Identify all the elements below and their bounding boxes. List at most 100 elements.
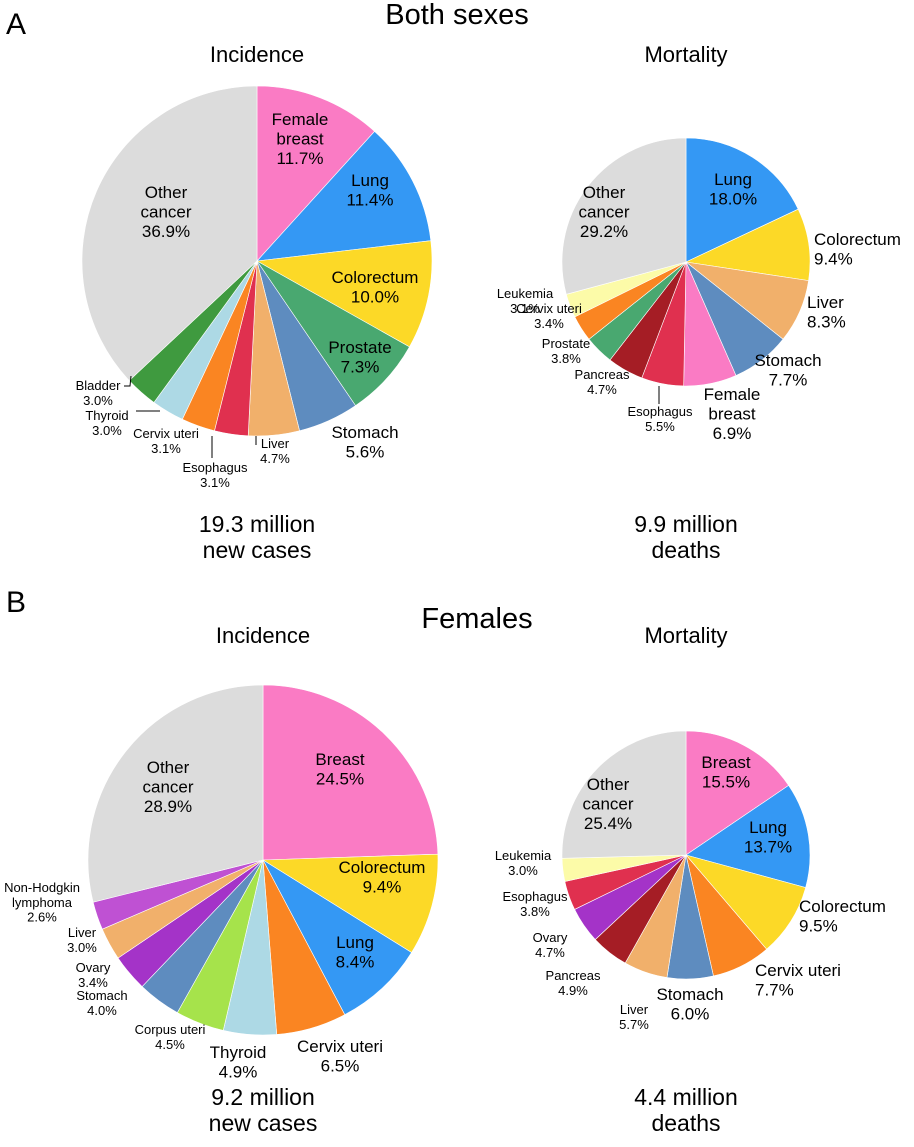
chart1-title: Mortality	[644, 42, 727, 67]
slice-percent: 2.6%	[27, 910, 57, 925]
slice-percent: 4.7%	[260, 451, 290, 466]
slice-percent: 8.3%	[807, 312, 846, 331]
slice-percent: 6.9%	[713, 424, 752, 443]
slice-name: Cervix uteri	[297, 1037, 383, 1056]
slice-name: cancer	[140, 202, 191, 221]
slice-name: Pancreas	[546, 968, 601, 983]
slice-name: Thyroid	[85, 408, 128, 423]
total-line-2: new cases	[203, 537, 312, 563]
chart3-title: Mortality	[644, 623, 727, 648]
slice-percent: 25.4%	[584, 814, 632, 833]
slice-name: Cervix uteri	[133, 426, 199, 441]
slice-name: Colorectum	[339, 858, 426, 877]
slice-percent: 9.4%	[363, 877, 402, 896]
slice-percent: 13.7%	[744, 837, 792, 856]
slice-name: Other	[587, 775, 630, 794]
chart1-slice-lung	[685, 137, 799, 263]
slice-name: Lung	[336, 933, 374, 952]
slice-name: Lung	[749, 818, 787, 837]
slice-percent: 11.4%	[347, 190, 394, 209]
slice-percent: 3.4%	[78, 975, 108, 990]
panel-letter-a: A	[6, 8, 26, 41]
slice-percent: 3.4%	[534, 316, 564, 331]
chart0-slice-other-cancer	[81, 85, 258, 382]
slice-percent: 28.9%	[144, 797, 192, 816]
slice-name: Stomach	[76, 988, 127, 1003]
slice-percent: 4.5%	[155, 1037, 185, 1052]
slice-name: Female	[272, 110, 329, 129]
slice-percent: 11.7%	[277, 149, 324, 168]
chart0-slice-lung	[256, 130, 432, 262]
slice-percent: 3.0%	[67, 940, 97, 955]
total-line-2: deaths	[651, 537, 720, 563]
slice-name: Breast	[701, 753, 750, 772]
slice-percent: 4.9%	[219, 1062, 258, 1081]
slice-name: Prostate	[328, 338, 391, 357]
total-line-1: 4.4 million	[634, 1084, 738, 1110]
chart2-slice-breast	[262, 684, 439, 861]
slice-name: Cervix uteri	[516, 301, 582, 316]
slice-name: Colorectum	[332, 268, 419, 287]
slice-name: Leukemia	[495, 848, 552, 863]
total-line-2: deaths	[651, 1110, 720, 1136]
slice-percent: 6.5%	[321, 1056, 360, 1075]
slice-name: Lung	[714, 170, 752, 189]
slice-percent: 3.0%	[508, 863, 538, 878]
slice-percent: 3.1%	[151, 441, 181, 456]
total-line-1: 9.9 million	[634, 511, 738, 537]
slice-percent: 3.0%	[92, 423, 122, 438]
slice-name: Non-Hodgkin	[4, 880, 80, 895]
slice-name: Esophagus	[627, 404, 693, 419]
slice-name: Other	[583, 183, 626, 202]
chart2-slice-lung	[262, 859, 412, 1016]
chart2-slice-colorectum	[262, 853, 439, 953]
chart3-slice-lung	[685, 784, 811, 888]
chart3-slice-other-cancer	[561, 730, 687, 859]
slice-percent: 7.7%	[755, 980, 794, 999]
slice-percent: 36.9%	[142, 222, 190, 241]
slice-name: Liver	[261, 436, 290, 451]
slice-name: Colorectum	[814, 230, 901, 249]
chart1-slice-other-cancer	[561, 137, 687, 295]
slice-name: Lung	[351, 171, 389, 190]
leader-line	[124, 375, 132, 387]
slice-name: Liver	[68, 925, 97, 940]
slice-percent: 8.4%	[336, 952, 375, 971]
slice-percent: 4.9%	[558, 983, 588, 998]
slice-name: Leukemia	[497, 286, 554, 301]
slice-name: cancer	[142, 777, 193, 796]
slice-percent: 5.6%	[346, 442, 385, 461]
slice-percent: 5.7%	[619, 1017, 649, 1032]
chart0-slices	[81, 85, 433, 437]
chart3-slice-breast	[685, 730, 790, 856]
panel-title-both-sexes: Both sexes	[385, 0, 528, 31]
chart2-slice-other-cancer	[87, 684, 264, 903]
chart3-slices	[561, 730, 811, 980]
